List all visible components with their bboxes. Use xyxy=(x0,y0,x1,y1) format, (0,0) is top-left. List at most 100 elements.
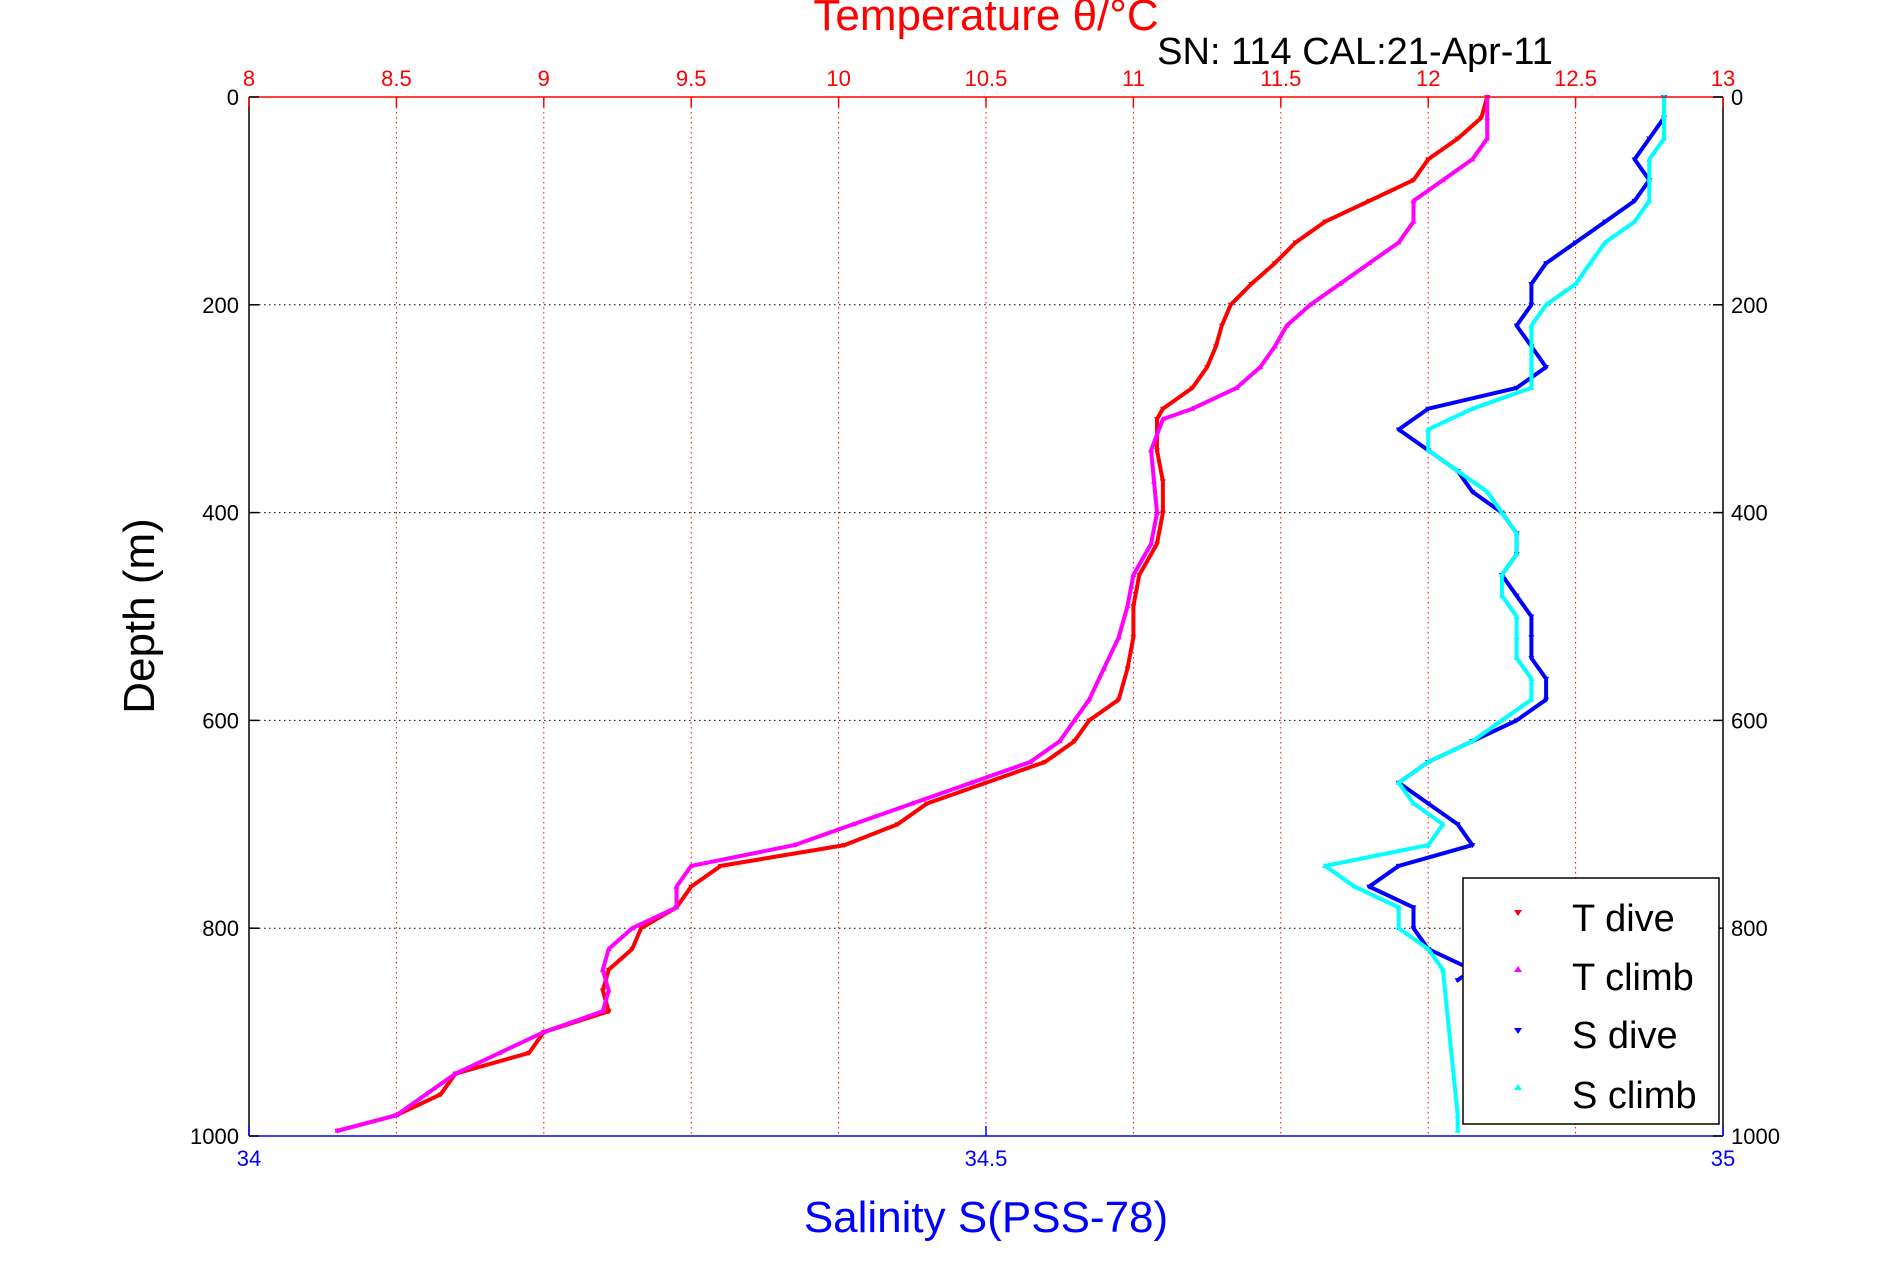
data-point xyxy=(526,1050,533,1056)
data-point xyxy=(1395,863,1402,869)
data-point xyxy=(1425,157,1432,163)
data-point xyxy=(791,842,798,848)
data-point xyxy=(1136,572,1143,578)
depth-grid xyxy=(249,304,1723,929)
data-point xyxy=(1425,447,1432,453)
data-point xyxy=(1189,405,1196,411)
depth-tick-label-right: 1000 xyxy=(1731,1124,1780,1149)
data-point xyxy=(1212,344,1219,350)
data-point xyxy=(599,966,606,972)
data-point xyxy=(1056,738,1063,744)
data-point xyxy=(1410,218,1417,224)
data-point xyxy=(1469,843,1476,849)
depth-tick-label-right: 800 xyxy=(1731,916,1768,941)
data-point xyxy=(1498,592,1505,598)
data-point xyxy=(1124,603,1131,609)
legend-item-t-climb: T climb xyxy=(1514,957,1694,999)
data-point xyxy=(1484,114,1491,120)
data-point xyxy=(1484,488,1491,494)
data-point xyxy=(605,967,612,973)
data-point xyxy=(1646,156,1653,162)
data-point xyxy=(1513,323,1520,329)
data-point xyxy=(1454,978,1461,984)
data-point xyxy=(1425,758,1432,764)
data-point xyxy=(1425,801,1432,807)
data-point xyxy=(1454,468,1461,474)
data-point xyxy=(1528,322,1535,328)
data-point xyxy=(1425,945,1432,951)
data-point xyxy=(1513,530,1520,536)
data-point xyxy=(688,884,695,890)
temperature-tick-label: 9 xyxy=(538,66,550,91)
data-point xyxy=(1528,635,1535,641)
depth-tick-label-left: 1000 xyxy=(190,1124,239,1149)
data-point xyxy=(717,863,724,869)
legend-box xyxy=(1462,877,1720,1125)
depth-tick-label-left: 600 xyxy=(202,708,239,733)
data-point xyxy=(1041,759,1048,765)
data-point xyxy=(437,1092,444,1098)
temperature-tick-label: 11.5 xyxy=(1260,66,1301,91)
data-point xyxy=(1086,696,1093,702)
data-point xyxy=(638,926,645,932)
data-point xyxy=(1130,604,1137,610)
data-point xyxy=(1425,842,1432,848)
data-point xyxy=(1513,718,1520,724)
data-point xyxy=(1159,510,1166,516)
depth-tick-labels: 0 0 200 200 400 400 600 600 800 800 1000 1000 xyxy=(190,85,1780,1149)
data-point xyxy=(1271,343,1278,349)
legend-item-s-climb: S climb xyxy=(1514,1075,1697,1117)
data-point xyxy=(1425,406,1432,412)
data-point xyxy=(1528,656,1535,662)
legend-label-s-dive: S dive xyxy=(1572,1015,1678,1057)
data-point xyxy=(1478,115,1485,121)
legend-label-t-dive: T dive xyxy=(1572,898,1675,940)
data-point xyxy=(1646,197,1653,203)
data-point xyxy=(1307,301,1314,307)
data-point xyxy=(1395,925,1402,931)
data-point xyxy=(1528,302,1535,308)
data-point xyxy=(1322,219,1329,225)
data-point xyxy=(1513,593,1520,599)
salinity-tick-label: 35 xyxy=(1711,1146,1735,1171)
data-point xyxy=(1646,136,1653,142)
depth-tick-label-left: 400 xyxy=(202,501,239,526)
legend-label-t-climb: T climb xyxy=(1572,957,1694,999)
legend-marker-t-dive xyxy=(1514,910,1522,916)
data-point xyxy=(1322,862,1329,868)
data-point xyxy=(1631,218,1638,224)
data-point xyxy=(1513,655,1520,661)
data-point xyxy=(1572,281,1579,287)
chart-title: Temperature θ/°C xyxy=(813,0,1158,40)
temperature-tick-label: 10 xyxy=(826,66,850,91)
data-point xyxy=(1661,114,1668,120)
data-point xyxy=(1153,541,1160,547)
data-point xyxy=(452,1070,459,1076)
data-point xyxy=(1153,509,1160,515)
data-point xyxy=(1631,157,1638,163)
data-point xyxy=(1395,779,1402,785)
data-point xyxy=(599,988,606,994)
data-point xyxy=(1292,240,1299,246)
data-point xyxy=(1159,479,1166,485)
data-point xyxy=(1439,177,1446,183)
data-point xyxy=(1528,614,1535,620)
data-point xyxy=(841,843,848,849)
data-point xyxy=(1543,676,1550,682)
data-point xyxy=(1124,666,1131,672)
data-point xyxy=(1454,1112,1461,1118)
depth-tick-label-left: 0 xyxy=(227,85,239,110)
data-point xyxy=(1572,240,1579,246)
data-point xyxy=(1395,427,1402,433)
data-point xyxy=(1528,384,1535,390)
data-point xyxy=(1439,821,1446,827)
chart-subtitle: SN: 114 CAL:21-Apr-11 xyxy=(1157,31,1553,73)
data-point xyxy=(1159,406,1166,412)
data-point xyxy=(496,1049,503,1055)
data-point xyxy=(1148,447,1155,453)
salinity-tick-label: 34.5 xyxy=(965,1146,1008,1171)
data-point xyxy=(1528,343,1535,349)
temperature-tick-label: 8.5 xyxy=(381,66,412,91)
data-point xyxy=(334,1127,341,1133)
